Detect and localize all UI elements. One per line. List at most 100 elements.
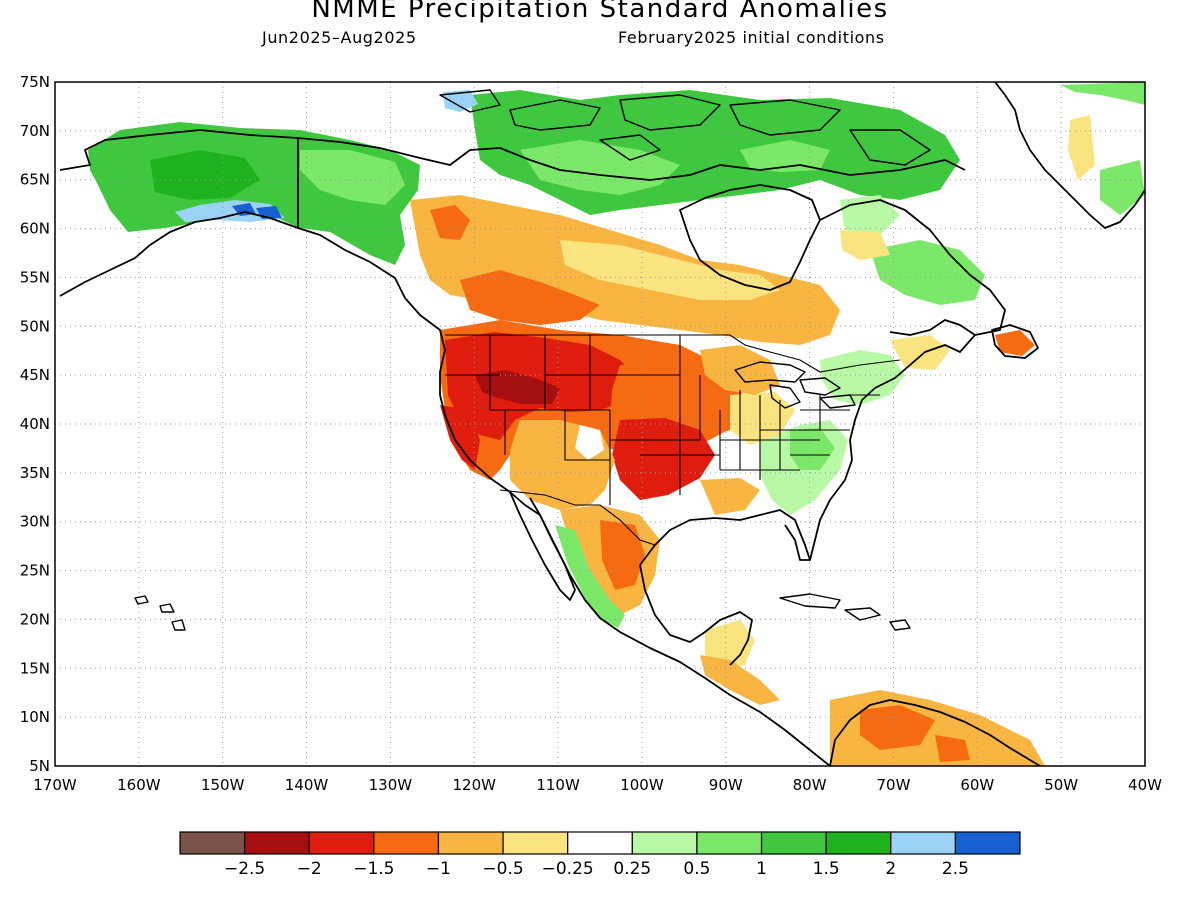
lat-tick-label: 65N bbox=[20, 171, 50, 189]
legend-label: 2.5 bbox=[942, 859, 969, 879]
anomaly-region-california-red bbox=[440, 405, 480, 470]
coastline-labrador bbox=[819, 199, 1006, 336]
lat-tick-label: 40N bbox=[20, 415, 50, 433]
legend-label: 2 bbox=[885, 859, 896, 879]
anomaly-region-south-america-orange bbox=[860, 705, 970, 762]
anomaly-region-mexico-orange bbox=[600, 520, 645, 590]
anomaly-region-appalachian bbox=[790, 428, 835, 470]
map-title: NMME Precipitation Standard Anomalies bbox=[311, 0, 889, 24]
anomaly-region-labrador bbox=[870, 240, 985, 305]
coastline-baja bbox=[509, 491, 576, 601]
legend-swatch bbox=[373, 831, 440, 855]
coastline-hudson-bay bbox=[679, 184, 821, 291]
legend-swatch bbox=[308, 831, 375, 855]
coastline-newfoundland bbox=[991, 324, 1039, 359]
anomaly-region-ohio-valley bbox=[730, 392, 795, 445]
legend-label: −0.5 bbox=[482, 859, 523, 879]
border-states-west bbox=[445, 335, 721, 505]
lon-tick-label: 70W bbox=[877, 776, 911, 794]
anomaly-region-gulf-coast bbox=[700, 478, 760, 515]
coastline-caribbean bbox=[779, 593, 911, 631]
legend-swatch bbox=[244, 831, 310, 855]
coastline-hawaii bbox=[134, 595, 186, 631]
legend-swatch bbox=[954, 831, 1021, 855]
lat-tick-label: 20N bbox=[20, 610, 50, 628]
anomaly-region-northeast bbox=[820, 350, 905, 405]
legend-label: −0.25 bbox=[542, 859, 594, 879]
lat-tick-label: 70N bbox=[20, 122, 50, 140]
anomaly-region-alaska-blue bbox=[175, 200, 285, 222]
lon-tick-label: 170W bbox=[33, 776, 77, 794]
lon-tick-label: 110W bbox=[536, 776, 580, 794]
political-borders bbox=[445, 334, 901, 546]
lat-tick-label: 15N bbox=[20, 659, 50, 677]
latitude-labels: 5N 10N 15N 20N 25N 30N 35N 40N 45N 50N 55N 60N 65N 70… bbox=[20, 73, 50, 775]
anomaly-region-arctic-light bbox=[520, 140, 830, 195]
lon-tick-label: 130W bbox=[369, 776, 413, 794]
legend-swatch bbox=[890, 831, 956, 855]
lat-tick-label: 50N bbox=[20, 317, 50, 335]
border-states-east bbox=[720, 390, 880, 480]
coastline-gulf bbox=[639, 509, 811, 566]
coastline-greenland bbox=[994, 82, 1145, 229]
lon-tick-label: 140W bbox=[285, 776, 329, 794]
lat-tick-label: 30N bbox=[20, 513, 50, 531]
lat-tick-label: 45N bbox=[20, 366, 50, 384]
legend-label: −2 bbox=[297, 859, 322, 879]
coastline-alaska bbox=[59, 129, 406, 299]
coastline-great-lakes bbox=[734, 361, 856, 409]
anomaly-region-midwest bbox=[700, 345, 780, 395]
border-us-canada bbox=[445, 334, 901, 373]
anomaly-region-greenland bbox=[1060, 82, 1145, 215]
legend-swatch bbox=[179, 831, 246, 855]
legend-swatch bbox=[760, 831, 827, 855]
lat-tick-label: 5N bbox=[29, 757, 50, 775]
anomaly-region-central-america bbox=[700, 655, 780, 705]
map-frame bbox=[54, 81, 1146, 767]
legend-swatch bbox=[437, 831, 504, 855]
anomaly-region-canada-yellow bbox=[560, 230, 890, 300]
coastline-us-east bbox=[809, 334, 976, 561]
color-legend: −2.5 −2 −1.5 −1 −0.5 −0.25 0.25 0.5 1 1.5 2 2.5 bbox=[179, 831, 1021, 879]
lon-tick-label: 100W bbox=[620, 776, 664, 794]
lon-tick-label: 40W bbox=[1128, 776, 1162, 794]
lat-tick-label: 25N bbox=[20, 562, 50, 580]
anomaly-region-alaska-interior bbox=[150, 150, 260, 200]
coastline-south-america bbox=[829, 699, 1041, 766]
lon-tick-label: 50W bbox=[1044, 776, 1078, 794]
anomaly-region-arctic-blue bbox=[443, 90, 478, 112]
initial-conditions-label: February2025 initial conditions bbox=[618, 28, 885, 47]
anomaly-region-bc-orange bbox=[430, 205, 600, 325]
legend-swatch bbox=[631, 831, 698, 855]
legend-swatch bbox=[567, 831, 633, 855]
lon-tick-label: 160W bbox=[117, 776, 161, 794]
legend-label: −1 bbox=[426, 859, 451, 879]
lat-tick-label: 10N bbox=[20, 708, 50, 726]
anomaly-region-new-england bbox=[890, 335, 950, 370]
lat-tick-label: 75N bbox=[20, 73, 50, 91]
legend-swatch bbox=[502, 831, 569, 855]
anomaly-region-newfoundland bbox=[995, 330, 1035, 356]
coastlines bbox=[59, 82, 1145, 766]
anomaly-region-yucatan bbox=[705, 620, 755, 670]
legend-label: −2.5 bbox=[224, 859, 265, 879]
legend-label: 1 bbox=[756, 859, 767, 879]
lat-tick-label: 60N bbox=[20, 220, 50, 238]
coastline-mexico-east bbox=[639, 564, 753, 666]
legend-label: 0.25 bbox=[613, 859, 651, 879]
lat-tick-label: 35N bbox=[20, 464, 50, 482]
lat-tick-label: 55N bbox=[20, 268, 50, 286]
anomaly-region-four-corners-white bbox=[575, 425, 604, 460]
anomaly-region-alaska-darkblue bbox=[232, 203, 282, 219]
anomaly-region-mexico-pacific-wet bbox=[555, 525, 625, 628]
border-us-mexico bbox=[499, 489, 656, 546]
anomaly-region-northwest-darkred bbox=[475, 370, 560, 404]
anomaly-region-greenland-yellow bbox=[1068, 115, 1095, 180]
legend-label: 1.5 bbox=[813, 859, 840, 879]
coastline-arctic bbox=[297, 137, 966, 181]
anomaly-region-alaska-light bbox=[300, 150, 405, 205]
lon-tick-label: 80W bbox=[793, 776, 827, 794]
coastline-arctic-islands bbox=[439, 89, 931, 166]
legend-swatch bbox=[825, 831, 892, 855]
